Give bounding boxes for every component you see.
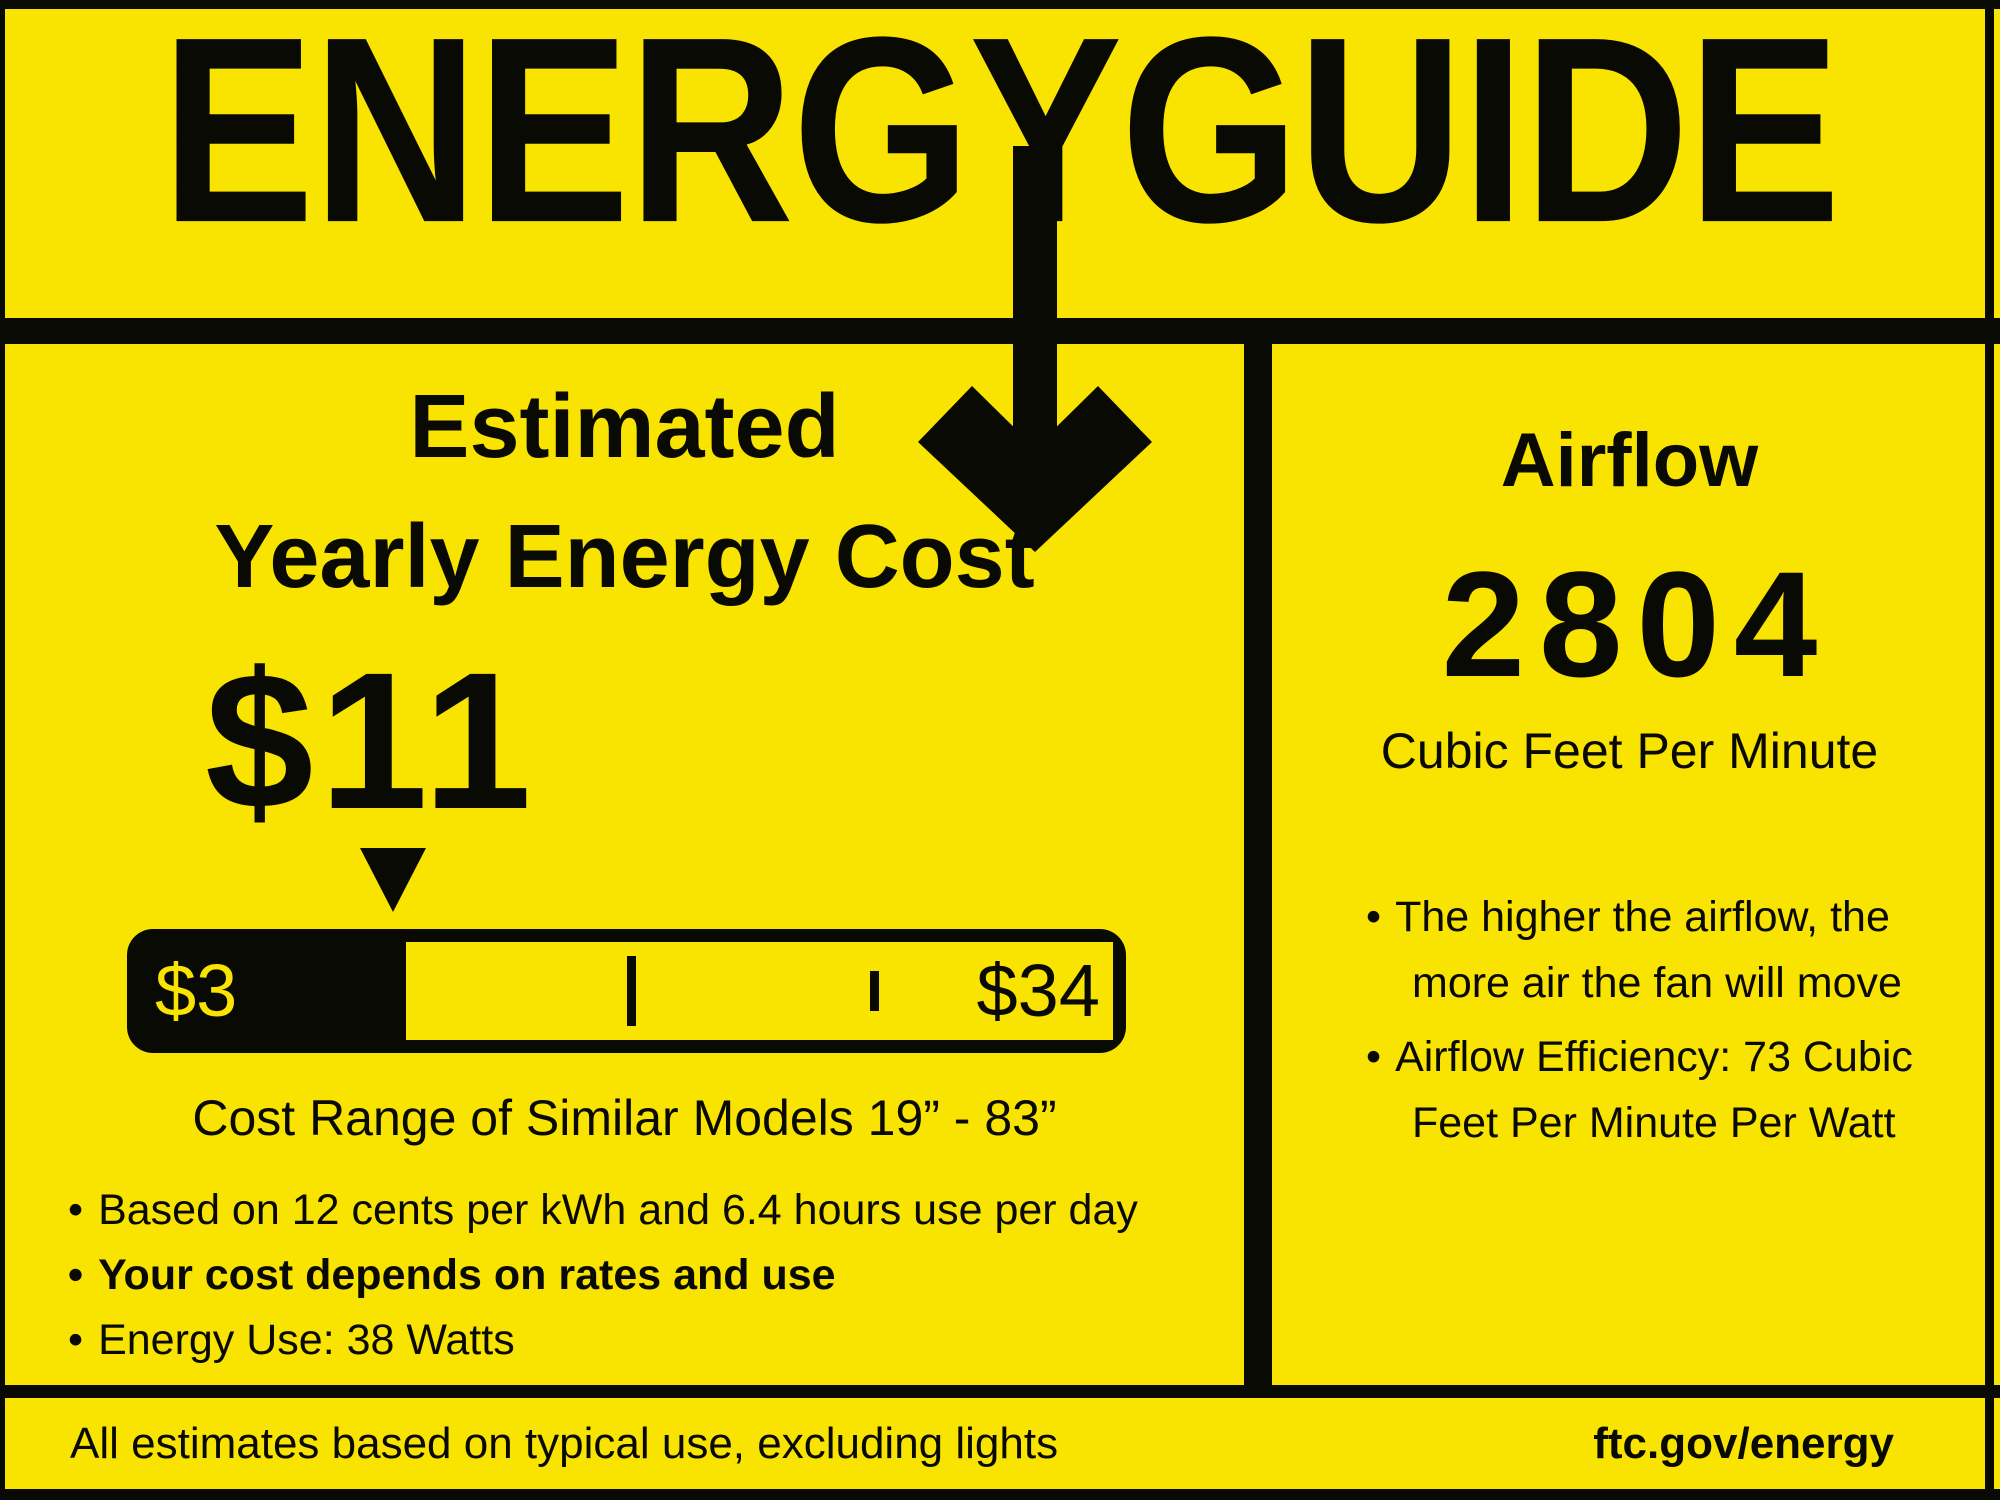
scale-max-label: $34 xyxy=(976,949,1100,1032)
label-title: ENERGYGUIDE xyxy=(161,0,1841,278)
bullet-dot-icon: • xyxy=(1366,893,1382,941)
airflow-bullet-1-line2: more air the fan will move xyxy=(1366,950,1966,1016)
header-divider xyxy=(0,318,2000,344)
scale-tick-mid xyxy=(627,956,636,1026)
bullet-dot-icon: • xyxy=(1366,1033,1382,1081)
footer-url: ftc.gov/energy xyxy=(1593,1419,1894,1468)
scale-min-label: $3 xyxy=(155,949,238,1032)
airflow-bullet-2-line2: Feet Per Minute Per Watt xyxy=(1366,1090,1966,1156)
yearly-cost-value: $11 xyxy=(205,632,538,850)
airflow-value: 2804 xyxy=(1441,540,1832,708)
panel-divider xyxy=(1244,344,1272,1388)
cost-marker-icon xyxy=(360,848,426,912)
cost-bullet-1: • Based on 12 cents per kWh and 6.4 hours… xyxy=(68,1178,1218,1243)
airflow-bullet-1-line1: • The higher the airflow, the xyxy=(1366,884,1966,950)
frame-top-border xyxy=(0,0,2000,9)
cost-bullet-1-text: Based on 12 cents per kWh and 6.4 hours … xyxy=(98,1186,1138,1234)
airflow-bullet-list: • The higher the airflow, the more air th… xyxy=(1366,884,1966,1156)
cost-bullet-2-text: Your cost depends on rates and use xyxy=(98,1251,836,1299)
cost-range-scale-track xyxy=(406,942,1113,1040)
frame-bottom-border xyxy=(0,1489,2000,1500)
bullet-dot-icon: • xyxy=(68,1186,84,1234)
airflow-bullet-2-text2: Feet Per Minute Per Watt xyxy=(1412,1099,1896,1147)
cost-heading-line2: Yearly Energy Cost xyxy=(214,507,1035,607)
airflow-bullet-1-text1: The higher the airflow, the xyxy=(1395,893,1890,941)
scale-caption: Cost Range of Similar Models 19” - 83” xyxy=(192,1090,1057,1146)
airflow-heading: Airflow xyxy=(1500,418,1759,503)
airflow-unit: Cubic Feet Per Minute xyxy=(1380,723,1879,779)
footer-disclaimer: All estimates based on typical use, excl… xyxy=(70,1419,1059,1468)
scale-tick-upper xyxy=(870,971,879,1011)
airflow-bullet-2-text1: Airflow Efficiency: 73 Cubic xyxy=(1395,1033,1913,1081)
bullet-dot-icon: • xyxy=(68,1316,84,1364)
cost-bullet-list: • Based on 12 cents per kWh and 6.4 hours… xyxy=(68,1178,1218,1373)
frame-right-border xyxy=(1985,0,1994,1500)
bullet-dot-icon: • xyxy=(68,1251,84,1299)
cost-bullet-2: • Your cost depends on rates and use xyxy=(68,1243,1218,1308)
cost-bullet-3-text: Energy Use: 38 Watts xyxy=(98,1316,515,1364)
footer-divider xyxy=(0,1385,2000,1398)
cost-range-scale: $3 $34 xyxy=(127,929,1126,1053)
cost-bullet-3: • Energy Use: 38 Watts xyxy=(68,1308,1218,1373)
cost-heading-line1: Estimated xyxy=(409,377,840,477)
cost-panel-heading: Estimated Yearly Energy Cost xyxy=(5,362,1244,622)
airflow-bullet-2-line1: • Airflow Efficiency: 73 Cubic xyxy=(1366,1024,1966,1090)
frame-left-border xyxy=(0,0,5,1500)
airflow-bullet-1-text2: more air the fan will move xyxy=(1412,959,1902,1007)
